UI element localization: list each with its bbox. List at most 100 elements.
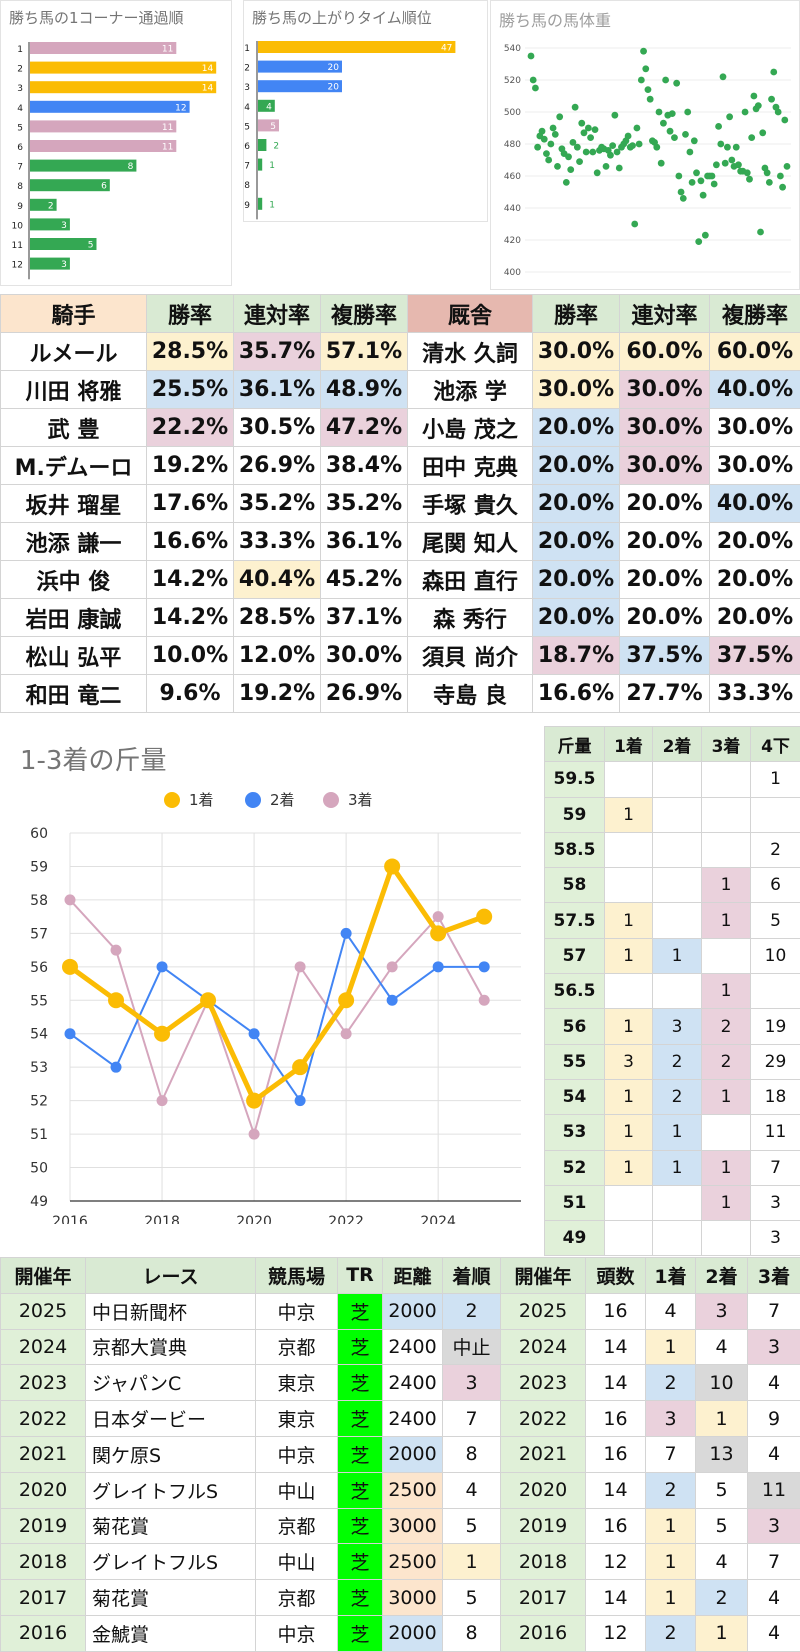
second-odds-rank-cell: 1	[696, 1401, 748, 1437]
weight-point	[764, 169, 771, 176]
field-size-cell: 14	[586, 1365, 646, 1401]
kinryo-count-cell: 2	[751, 832, 800, 867]
weight-point	[587, 134, 594, 141]
corner-category-label: 4	[17, 104, 23, 114]
track-cell: 芝	[338, 1401, 383, 1437]
series-line	[70, 900, 484, 1134]
kinryo-count-cell: 3	[751, 1221, 800, 1256]
series-point	[246, 1093, 262, 1109]
rate-cell: 9.6%	[147, 675, 234, 713]
rate-cell: 35.2%	[234, 485, 321, 523]
weight-point	[631, 221, 638, 228]
corner-bar	[30, 238, 97, 250]
field-size-cell: 16	[586, 1401, 646, 1437]
weight-point	[642, 65, 649, 72]
third-odds-rank-cell: 4	[748, 1365, 800, 1401]
weight-point	[669, 110, 676, 117]
rate-cell: 30.0%	[533, 333, 620, 371]
course-cell: 京都	[256, 1508, 338, 1544]
trainer-name-cell: 尾関 知人	[408, 523, 533, 561]
weight-point	[667, 128, 674, 135]
corner-value-label: 2	[48, 201, 54, 211]
year-cell: 2020	[501, 1472, 586, 1508]
weight-point	[607, 152, 614, 159]
second-odds-rank-cell: 4	[696, 1544, 748, 1580]
rate-cell: 20.0%	[533, 409, 620, 447]
corner-category-label: 5	[17, 123, 23, 133]
race-header-cell: 競馬場	[256, 1258, 338, 1294]
race-header-cell: レース	[86, 1258, 256, 1294]
weight-point	[733, 144, 740, 151]
kinryo-count-cell	[605, 1221, 653, 1256]
rate-cell: 40.4%	[234, 561, 321, 599]
first-odds-rank-cell: 2	[646, 1615, 696, 1651]
weight-point	[691, 137, 698, 144]
jockey-name-cell: 坂井 瑠星	[1, 485, 147, 523]
third-odds-rank-cell: 4	[748, 1580, 800, 1616]
kinryo-count-cell: 1	[702, 1150, 751, 1185]
rate-cell: 30.0%	[620, 409, 710, 447]
field-size-cell: 14	[586, 1580, 646, 1616]
agari-value-label: 1	[269, 200, 275, 210]
kinryo-count-cell	[702, 938, 751, 973]
agari-category-label: 1	[244, 44, 250, 54]
kinryo-y-tick-label: 49	[30, 1194, 48, 1210]
kinryo-x-tick-label: 2016	[52, 1214, 88, 1224]
jockey-name-cell: 岩田 康誠	[1, 599, 147, 637]
agari-value-label: 4	[266, 102, 272, 112]
weight-point	[715, 123, 722, 130]
agari-value-label: 20	[328, 63, 340, 73]
race-header-cell: 開催年	[1, 1258, 86, 1294]
corner-value-label: 14	[202, 64, 214, 74]
rate-cell: 48.9%	[321, 371, 408, 409]
kinryo-count-cell: 1	[702, 1185, 751, 1220]
weight-point	[746, 176, 753, 183]
distance-cell: 2000	[383, 1436, 443, 1472]
kinryo-y-tick-label: 56	[30, 960, 48, 976]
race-name-cell: グレイトフルS	[86, 1544, 256, 1580]
weight-point	[779, 184, 786, 191]
corner-value-label: 5	[88, 241, 94, 251]
rate-cell: 47.2%	[321, 409, 408, 447]
weight-point	[784, 163, 791, 170]
rate-cell: 16.6%	[147, 523, 234, 561]
series-point	[433, 911, 444, 922]
course-cell: 中京	[256, 1293, 338, 1329]
kinryo-count-cell	[653, 797, 702, 832]
year-cell: 2023	[501, 1365, 586, 1401]
kinryo-count-cell: 3	[605, 1044, 653, 1079]
year-cell: 2021	[1, 1436, 86, 1472]
kinryo-count-cell	[653, 903, 702, 938]
weight-point	[616, 165, 623, 172]
first-odds-rank-cell: 3	[646, 1401, 696, 1437]
rate-cell: 16.6%	[533, 675, 620, 713]
kinryo-y-tick-label: 54	[30, 1027, 48, 1043]
agari-value-label: 5	[270, 122, 276, 132]
kinryo-count-cell	[653, 1221, 702, 1256]
distance-cell: 2400	[383, 1401, 443, 1437]
track-cell: 芝	[338, 1436, 383, 1472]
jockey-name-cell: 池添 謙一	[1, 523, 147, 561]
finish-cell: 1	[443, 1544, 501, 1580]
kinryo-count-cell: 2	[653, 1079, 702, 1114]
kinryo-header-cell: 3着	[702, 727, 751, 762]
field-size-cell: 12	[586, 1544, 646, 1580]
first-odds-rank-cell: 1	[646, 1508, 696, 1544]
weight-point	[543, 150, 550, 157]
race-name-cell: 金鯱賞	[86, 1615, 256, 1651]
third-odds-rank-cell: 11	[748, 1472, 800, 1508]
weight-point	[625, 133, 632, 140]
series-point	[479, 961, 490, 972]
kinryo-count-cell	[653, 1185, 702, 1220]
